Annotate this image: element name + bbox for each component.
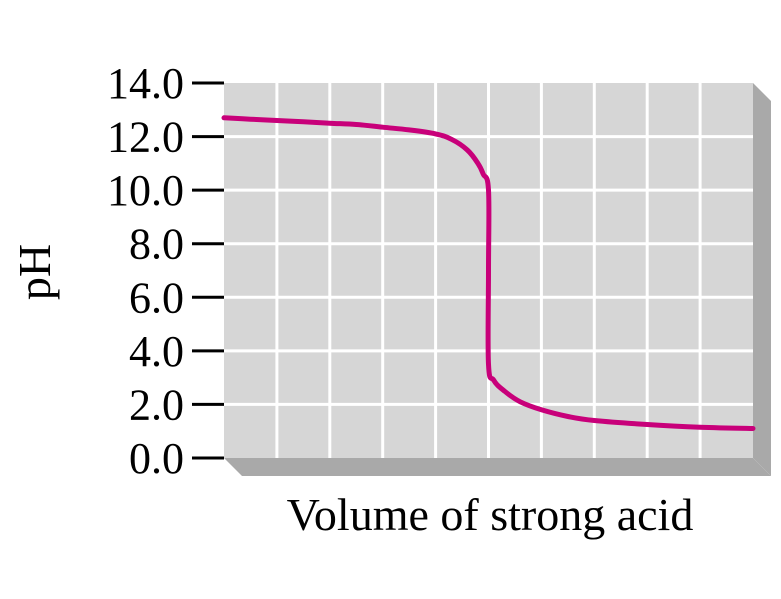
grid-lines	[224, 83, 753, 458]
plot-shadow-right	[753, 83, 771, 476]
y-tick-label: 4.0	[129, 327, 184, 376]
plot-shadow	[224, 83, 771, 476]
y-tick-label: 10.0	[107, 166, 184, 215]
y-tick-label: 8.0	[129, 220, 184, 269]
y-tick-label: 12.0	[107, 113, 184, 162]
y-axis-label: pH	[9, 244, 60, 300]
y-axis-ticks: 0.0 2.04.0 6.08.0 10.012.0 14.0	[107, 59, 224, 483]
y-tick-label: 6.0	[129, 273, 184, 322]
y-tick-label: 2.0	[129, 380, 184, 429]
titration-curve-line	[221, 115, 756, 431]
y-tick-label: 14.0	[107, 59, 184, 108]
x-axis-label: Volume of strong acid	[287, 489, 694, 540]
plot-shadow-bottom	[224, 458, 771, 476]
y-tick-label: 0.0	[129, 434, 184, 483]
